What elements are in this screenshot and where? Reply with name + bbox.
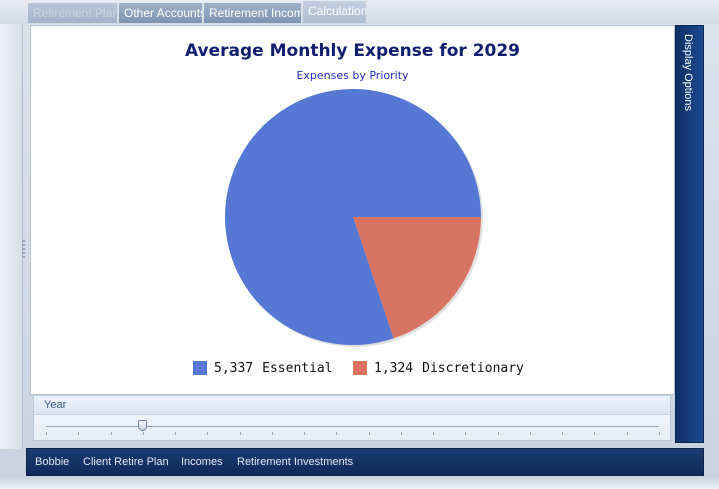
- legend-label-discretionary: Discretionary: [422, 360, 524, 376]
- tab-calculations[interactable]: Calculations: [303, 1, 367, 23]
- chart-title: Average Monthly Expense for 2029: [184, 41, 521, 61]
- year-slider-tick: [498, 432, 499, 435]
- legend-item-discretionary: 1,324 Discretionary: [353, 360, 524, 376]
- year-slider-tick: [175, 432, 176, 435]
- year-slider-tick: [401, 432, 402, 435]
- pie-slice-discretionary[interactable]: [353, 217, 481, 339]
- legend-value-essential: 5,337: [214, 360, 254, 376]
- chart-subtitle: Expenses by Priority: [296, 69, 409, 82]
- bottom-tab-retirement-investments[interactable]: Retirement Investments: [237, 456, 354, 468]
- year-slider-tick: [530, 432, 531, 435]
- tab-retirement-income[interactable]: Retirement Income: [204, 3, 302, 23]
- year-label: Year: [44, 399, 67, 411]
- bottom-tab-bar: Bobbie Client Retire Plan Incomes Retire…: [26, 448, 704, 476]
- year-header: Year: [34, 396, 670, 415]
- year-slider-tick: [594, 432, 595, 435]
- legend-value-discretionary: 1,324: [374, 360, 414, 376]
- year-slider-tick: [433, 432, 434, 435]
- splitter-grip[interactable]: [22, 240, 25, 260]
- year-slider-tick: [627, 432, 628, 435]
- top-tab-bar: Retirement Plan Other Accounts Retiremen…: [0, 0, 719, 24]
- bottom-tab-bobbie[interactable]: Bobbie: [35, 456, 70, 468]
- year-slider-tick: [336, 432, 337, 435]
- year-slider-tick: [304, 432, 305, 435]
- year-slider-tick: [659, 432, 660, 435]
- year-slider-tick: [207, 432, 208, 435]
- chart-panel: Average Monthly Expense for 2029 Expense…: [30, 25, 675, 395]
- display-options-panel[interactable]: Display Options: [675, 25, 704, 443]
- pie-slice-essential[interactable]: [225, 89, 481, 345]
- year-slider-thumb[interactable]: [138, 420, 147, 431]
- legend-item-essential: 5,337 Essential: [193, 360, 333, 376]
- year-slider-track[interactable]: [46, 426, 659, 427]
- legend-swatch-discretionary: [353, 361, 367, 375]
- year-slider-tick: [272, 432, 273, 435]
- legend-swatch-essential: [193, 361, 207, 375]
- year-slider-tick: [78, 432, 79, 435]
- year-panel: Year: [33, 395, 671, 441]
- pie-chart: [225, 89, 483, 347]
- year-slider-tick: [465, 432, 466, 435]
- year-slider-tick: [111, 432, 112, 435]
- left-collapsed-panel[interactable]: [0, 24, 23, 449]
- bottom-tab-incomes[interactable]: Incomes: [181, 456, 223, 468]
- bottom-tab-client-retire-plan[interactable]: Client Retire Plan: [83, 456, 169, 468]
- display-options-label: Display Options: [682, 34, 694, 112]
- year-slider-tick: [143, 432, 144, 435]
- year-slider-tick: [240, 432, 241, 435]
- year-slider-tick: [562, 432, 563, 435]
- tab-retirement-plan[interactable]: Retirement Plan: [28, 3, 118, 23]
- legend-label-essential: Essential: [262, 360, 333, 376]
- year-slider-tick: [46, 432, 47, 435]
- year-slider-tick: [369, 432, 370, 435]
- tab-other-accounts[interactable]: Other Accounts: [119, 3, 203, 23]
- window-bottom-edge: [0, 476, 719, 489]
